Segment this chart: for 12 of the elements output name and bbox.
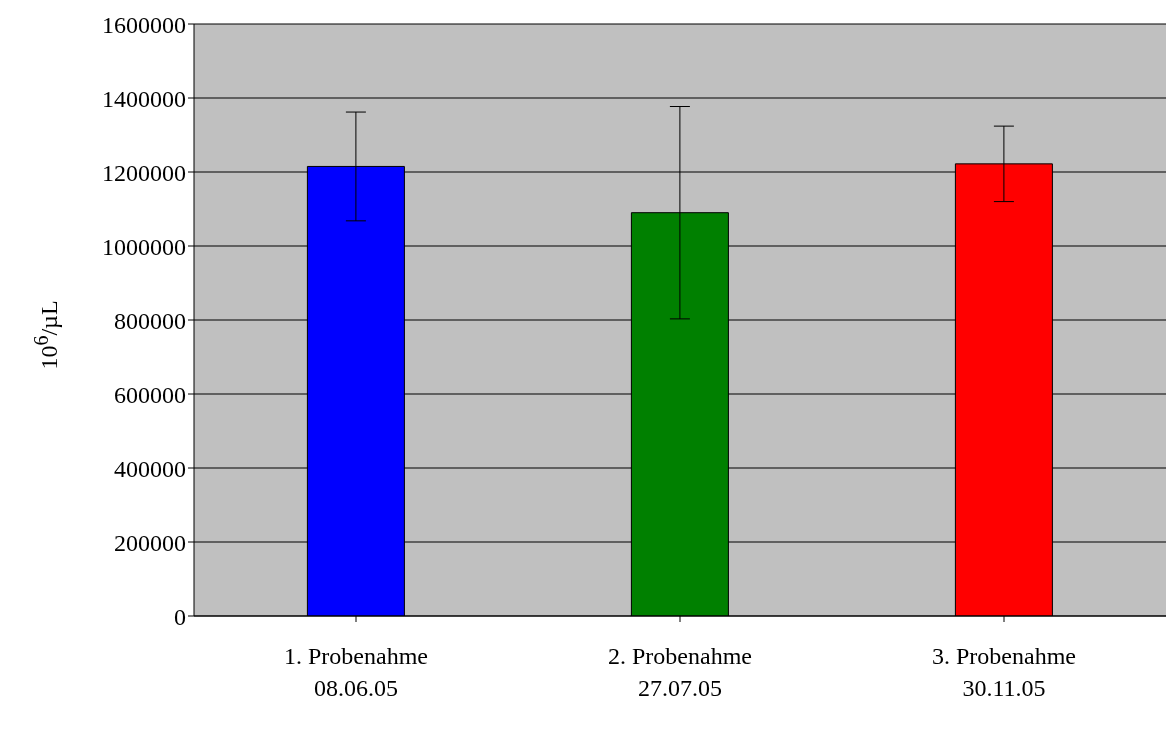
x-tick-label: 3. Probenahme 30.11.05 bbox=[932, 643, 1076, 701]
x-tick-label: 2. Probenahme 27.07.05 bbox=[608, 643, 752, 701]
x-tick-label: 1. Probenahme 08.06.05 bbox=[284, 643, 428, 701]
y-tick-label: 1600000 bbox=[102, 11, 186, 38]
y-tick-label: 0 bbox=[174, 603, 186, 630]
y-tick-label: 1200000 bbox=[102, 159, 186, 186]
y-tick-label: 800000 bbox=[114, 307, 186, 334]
y-tick-label: 600000 bbox=[114, 381, 186, 408]
y-tick-label: 1400000 bbox=[102, 85, 186, 112]
y-tick-label: 200000 bbox=[114, 529, 186, 556]
y-tick-label: 400000 bbox=[114, 455, 186, 482]
y-tick-label: 1000000 bbox=[102, 233, 186, 260]
